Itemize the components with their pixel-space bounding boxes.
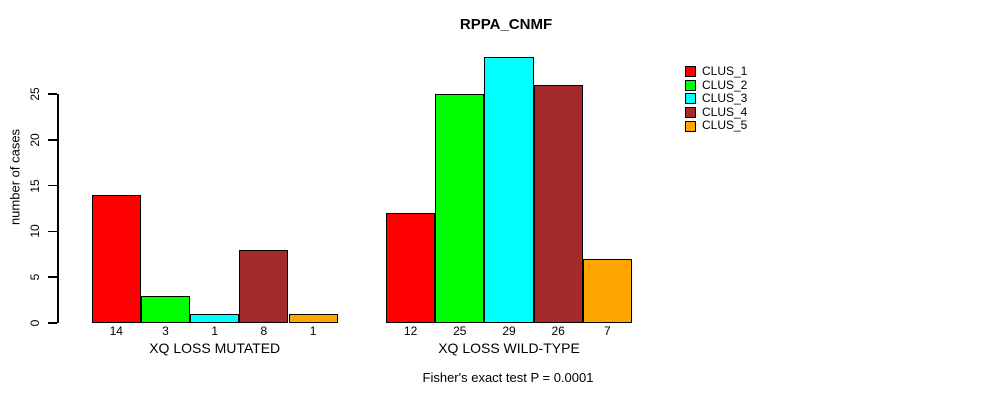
legend-item-clus_3: CLUS_3: [685, 92, 747, 106]
bar-value-label: 12: [403, 324, 418, 338]
bar-value-label: 3: [162, 324, 169, 338]
y-tick-label: 0: [28, 319, 42, 327]
legend-swatch: [685, 107, 696, 119]
y-tick: [48, 230, 57, 233]
x-group-label: XQ LOSS WILD-TYPE: [438, 340, 580, 356]
bar-value-label: 1: [309, 324, 317, 338]
y-axis-label: number of cases: [7, 128, 23, 226]
bar-clus_4: [533, 84, 583, 323]
legend: CLUS_1 CLUS_2 CLUS_3 CLUS_4 CLUS_5: [685, 64, 748, 133]
bar-clus_5: [288, 313, 338, 323]
legend-item-clus_5: CLUS_5: [685, 119, 747, 133]
bar-value-label: 8: [260, 324, 268, 338]
y-tick: [48, 184, 57, 187]
legend-item-label: CLUS_4: [702, 104, 748, 119]
chart-title: RPPA_CNMF: [459, 16, 553, 33]
bar-value-label: 1: [211, 324, 219, 338]
y-tick: [48, 93, 57, 95]
y-axis-line: [57, 94, 59, 323]
legend-swatch: [685, 93, 696, 105]
legend-item-clus_4: CLUS_4: [685, 104, 748, 120]
y-tick-label: 15: [28, 178, 42, 193]
legend-item-clus_2: CLUS_2: [685, 77, 748, 93]
bar-clus_1: [386, 213, 436, 323]
bar-value-label: 7: [604, 324, 611, 338]
legend-item-label: CLUS_5: [702, 118, 748, 133]
bar-clus_4: [239, 249, 289, 323]
bar-clus_5: [582, 258, 632, 323]
y-tick: [48, 322, 57, 324]
y-tick-label: 20: [28, 133, 42, 147]
y-tick-label: 5: [28, 273, 42, 281]
bar-clus_3: [484, 57, 534, 323]
bar-value-label: 29: [502, 324, 516, 338]
y-tick-label: 10: [28, 224, 42, 239]
bar-clus_3: [190, 313, 240, 323]
bar-value-label: 25: [453, 324, 467, 338]
legend-item-clus_1: CLUS_1: [685, 64, 748, 79]
legend-item-label: CLUS_3: [702, 91, 748, 106]
legend-swatch: [685, 120, 696, 132]
x-group-label: XQ LOSS MUTATED: [149, 340, 281, 356]
legend-item-label: CLUS_1: [702, 64, 748, 78]
legend-swatch: [685, 66, 696, 78]
bar-clus_2: [435, 94, 485, 323]
bar-value-label: 26: [551, 324, 565, 338]
bar-value-label: 14: [109, 324, 123, 338]
legend-swatch: [685, 79, 696, 91]
y-tick: [48, 139, 57, 141]
legend-item-label: CLUS_2: [702, 77, 748, 92]
caption-fishers-test: Fisher's exact test P = 0.0001: [422, 370, 594, 385]
bar-clus_1: [91, 194, 141, 323]
y-tick: [48, 276, 57, 278]
y-tick-label: 25: [28, 87, 42, 101]
bar-clus_2: [140, 295, 191, 323]
